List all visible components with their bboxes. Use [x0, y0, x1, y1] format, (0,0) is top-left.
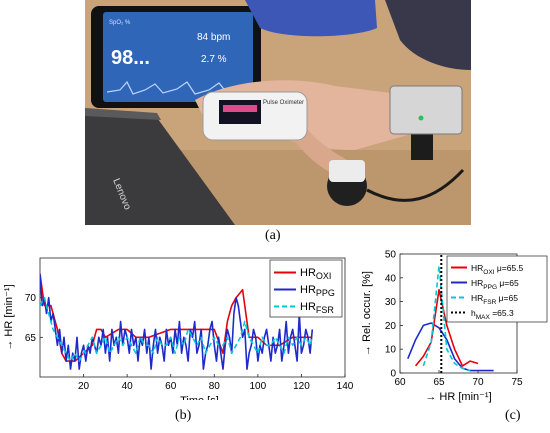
y-tick-label: 20	[385, 321, 397, 332]
series-line-fsr	[40, 296, 314, 362]
series-group	[407, 254, 494, 373]
legend-label-ppg: HRPPG μ=65	[471, 278, 519, 291]
legend-label-ppg: HRPPG	[300, 284, 335, 298]
x-tick-label: 100	[250, 381, 267, 392]
blue-object	[245, 0, 377, 37]
phone-pi-value: 2.7 %	[201, 54, 227, 65]
x-tick-label: 120	[293, 381, 310, 392]
laptop-edge	[85, 108, 161, 120]
hr-distribution-chart: 60 65 70 75 0 10 20 30 40 50 → HR [min⁻¹] → Rel. oc…	[362, 250, 548, 403]
y-axis-label: → HR [min⁻¹]	[3, 284, 15, 350]
phone-screen	[103, 12, 253, 102]
x-tick-label: 70	[472, 377, 484, 388]
x-tick-label: 75	[511, 377, 523, 388]
x-axis-label: → Time [s]	[166, 395, 219, 400]
phone-waveform	[106, 80, 250, 95]
y-tick-label: 65	[25, 333, 37, 344]
oximeter-readout	[223, 105, 257, 112]
x-tick-label: 140	[337, 381, 354, 392]
x-tick-label: 60	[165, 381, 177, 392]
dark-pouch	[385, 0, 471, 70]
x-axis-label: → HR [min⁻¹]	[425, 391, 491, 403]
x-tick-label: 40	[122, 381, 134, 392]
legend-label-fsr: HRFSR	[300, 301, 334, 315]
setup-photo: Lenovo SpO₂ % 98... 84 bpm 2.7 % Pulse O…	[85, 0, 471, 225]
caption-b: (b)	[175, 408, 192, 423]
series-line-fsr	[422, 265, 471, 372]
series-line-ppg	[407, 322, 494, 372]
caption-a: (a)	[265, 228, 281, 243]
wrist-device	[389, 85, 463, 135]
y-tick-label: 30	[385, 297, 397, 308]
hr-time-chart: 20 40 60 80 100 120 140 65 70 → Time [s] → HR [min…	[3, 257, 354, 400]
fsr-sensor-pad	[329, 160, 365, 182]
series-line-oxi	[414, 288, 479, 367]
y-axis-label: → Rel. occur. [%]	[362, 271, 373, 356]
y-tick-label: 40	[385, 273, 397, 284]
sensor-cable	[366, 168, 465, 202]
legend-label-fsr: HRFSR μ=65	[471, 293, 518, 306]
y-tick-label: 10	[385, 345, 397, 356]
x-tick-label: 80	[209, 381, 221, 392]
series-group	[40, 273, 314, 370]
phone-spo2-value: 98...	[111, 47, 150, 69]
caption-c: (c)	[505, 408, 521, 423]
phone-spo2-label: SpO₂ %	[109, 20, 131, 26]
x-tick-label: 65	[433, 377, 445, 388]
wrist-device-led	[418, 115, 424, 121]
y-tick-label: 50	[385, 250, 397, 261]
laptop	[85, 110, 235, 225]
phone-hr-value: 84 bpm	[197, 32, 230, 43]
legend-label-oxi: HROXI	[300, 267, 331, 281]
oximeter-brand: Pulse Oximeter	[263, 100, 304, 106]
y-tick-label: 0	[390, 369, 396, 380]
x-tick-label: 20	[78, 381, 90, 392]
series-line-ppg	[40, 273, 314, 370]
y-tick-label: 70	[25, 293, 37, 304]
x-tick-label: 60	[394, 377, 406, 388]
